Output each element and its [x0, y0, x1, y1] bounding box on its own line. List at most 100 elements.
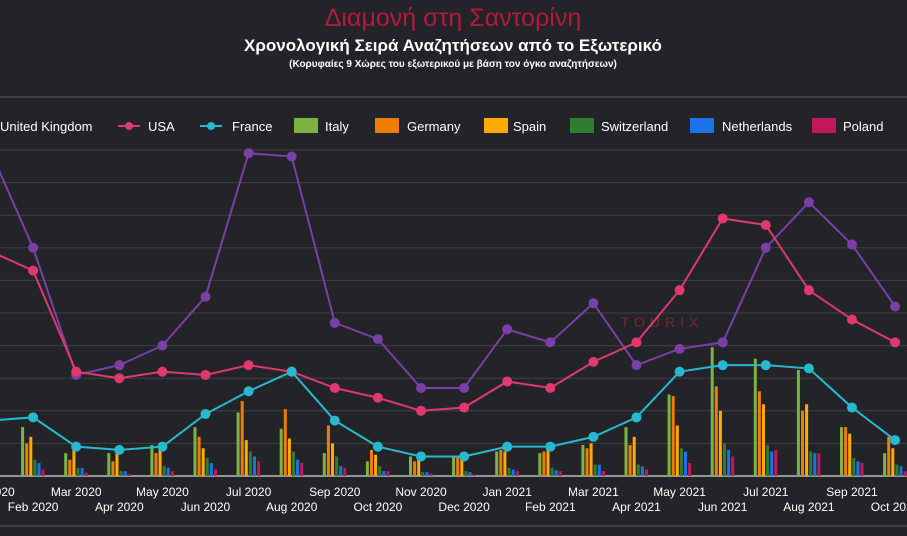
bar-poland-apr-2020 [127, 474, 131, 476]
bar-germany-apr-2021 [628, 445, 632, 476]
bar-switzerland-oct-2021 [895, 464, 899, 476]
point-france-apr-2021 [631, 412, 642, 423]
x-tick-label: Apr 2021 [612, 500, 661, 514]
point-usa-jul-2021 [760, 219, 771, 230]
bar-switzerland-sep-2020 [335, 456, 339, 476]
x-tick-label: Feb 2021 [525, 500, 576, 514]
x-tick-label: Jan 2021 [483, 485, 533, 499]
bar-netherlands-may-2021 [684, 451, 687, 476]
point-france-feb-2020 [28, 412, 39, 423]
point-united-kingdom-aug-2020 [286, 151, 297, 162]
bar-netherlands-jan-2021 [511, 469, 515, 476]
legend-item-italy[interactable]: Italy [294, 118, 349, 134]
point-usa-jul-2020 [243, 360, 254, 371]
bar-switzerland-may-2020 [162, 466, 166, 476]
bar-switzerland-aug-2020 [292, 451, 295, 476]
point-usa-mar-2021 [588, 356, 599, 367]
bar-germany-jan-2021 [499, 449, 503, 476]
x-tick-label: Apr 2020 [95, 500, 144, 514]
point-united-kingdom-jan-2021 [502, 324, 513, 335]
bar-spain-jun-2020 [201, 448, 205, 476]
x-tick-label: Oct 2021 [871, 500, 907, 514]
bar-poland-oct-2021 [903, 471, 907, 476]
x-tick-label: May 2020 [136, 485, 189, 499]
bar-switzerland-feb-2021 [550, 467, 554, 476]
legend-item-united-kingdom[interactable]: United Kingdom [0, 119, 93, 134]
bar-germany-mar-2021 [585, 448, 589, 476]
legend-item-usa[interactable]: USA [118, 119, 175, 134]
bar-germany-apr-2020 [111, 461, 115, 476]
bar-poland-dec-2020 [472, 474, 476, 476]
bar-switzerland-jan-2021 [507, 467, 511, 476]
bar-italy-jan-2021 [495, 451, 499, 476]
legend-item-switzerland[interactable]: Switzerland [570, 118, 668, 134]
line-united-kingdom [0, 152, 896, 389]
bar-switzerland-jul-2021 [766, 445, 770, 476]
legend-swatch [570, 118, 594, 133]
legend-item-poland[interactable]: Poland [812, 118, 883, 134]
bar-italy-dec-2020 [452, 456, 456, 476]
point-united-kingdom-oct-2020 [372, 334, 383, 345]
legend-swatch [812, 118, 836, 133]
point-usa-may-2020 [157, 366, 168, 377]
legend-swatch [690, 118, 714, 133]
legend-dot-marker [207, 122, 215, 130]
bar-poland-oct-2020 [386, 471, 390, 476]
point-france-aug-2021 [803, 363, 814, 374]
point-usa-nov-2020 [416, 405, 426, 416]
bar-netherlands-oct-2020 [382, 471, 386, 476]
chart-subsubtitle: (Κορυφαίες 9 Χώρες του εξωτερικού με βάσ… [289, 59, 617, 70]
point-france-sep-2020 [329, 415, 340, 426]
point-united-kingdom-nov-2020 [416, 382, 426, 393]
bar-netherlands-jul-2020 [253, 456, 256, 476]
point-usa-aug-2021 [803, 285, 814, 296]
legend-item-spain[interactable]: Spain [484, 118, 546, 134]
x-tick-label: Aug 2021 [783, 500, 835, 514]
bar-netherlands-apr-2021 [640, 466, 644, 476]
bar-germany-feb-2021 [542, 451, 546, 476]
point-united-kingdom-feb-2021 [545, 337, 556, 348]
legend-item-netherlands[interactable]: Netherlands [690, 118, 793, 134]
point-france-dec-2020 [459, 451, 470, 462]
bar-netherlands-dec-2020 [468, 472, 472, 476]
bar-poland-nov-2020 [429, 473, 433, 476]
bar-germany-dec-2020 [456, 456, 460, 476]
bar-netherlands-feb-2020 [37, 462, 41, 476]
point-usa-mar-2020 [71, 366, 82, 377]
legend: United Kingdom USA France Italy Germany Spain… [0, 118, 883, 134]
bar-spain-sep-2021 [848, 433, 852, 476]
bar-spain-aug-2021 [805, 404, 809, 476]
bar-germany-oct-2020 [370, 449, 373, 476]
point-united-kingdom-may-2021 [674, 343, 685, 354]
bar-italy-aug-2020 [279, 428, 283, 476]
legend-label: France [232, 119, 272, 134]
legend-item-france[interactable]: France [200, 119, 272, 134]
legend-label: Switzerland [601, 119, 668, 134]
point-france-sep-2021 [847, 402, 857, 413]
point-united-kingdom-mar-2021 [588, 298, 599, 309]
point-france-oct-2021 [890, 435, 901, 446]
bar-spain-mar-2020 [72, 449, 76, 476]
legend-label: Spain [513, 119, 546, 134]
gridlines [0, 149, 907, 477]
bar-switzerland-nov-2020 [421, 472, 425, 476]
bar-italy-oct-2020 [365, 461, 369, 476]
bar-switzerland-mar-2021 [593, 464, 597, 476]
bar-netherlands-jun-2021 [727, 449, 731, 476]
bar-poland-jul-2021 [774, 449, 778, 476]
bar-netherlands-jul-2021 [770, 451, 774, 476]
x-tick-label: Jul 2021 [743, 485, 789, 499]
bar-switzerland-jul-2020 [248, 451, 252, 476]
point-usa-dec-2020 [459, 402, 470, 413]
bar-netherlands-nov-2020 [425, 472, 429, 476]
bar-poland-apr-2021 [645, 469, 648, 476]
legend-item-germany[interactable]: Germany [375, 118, 461, 134]
bar-spain-apr-2020 [115, 453, 119, 476]
bar-poland-jan-2021 [515, 471, 519, 476]
point-united-kingdom-sep-2021 [847, 239, 857, 250]
bar-italy-apr-2021 [624, 427, 628, 476]
point-france-jun-2021 [717, 360, 728, 371]
point-united-kingdom-apr-2021 [631, 360, 642, 371]
bar-poland-mar-2020 [84, 472, 88, 476]
x-tick-label: Nov 2020 [395, 485, 447, 499]
